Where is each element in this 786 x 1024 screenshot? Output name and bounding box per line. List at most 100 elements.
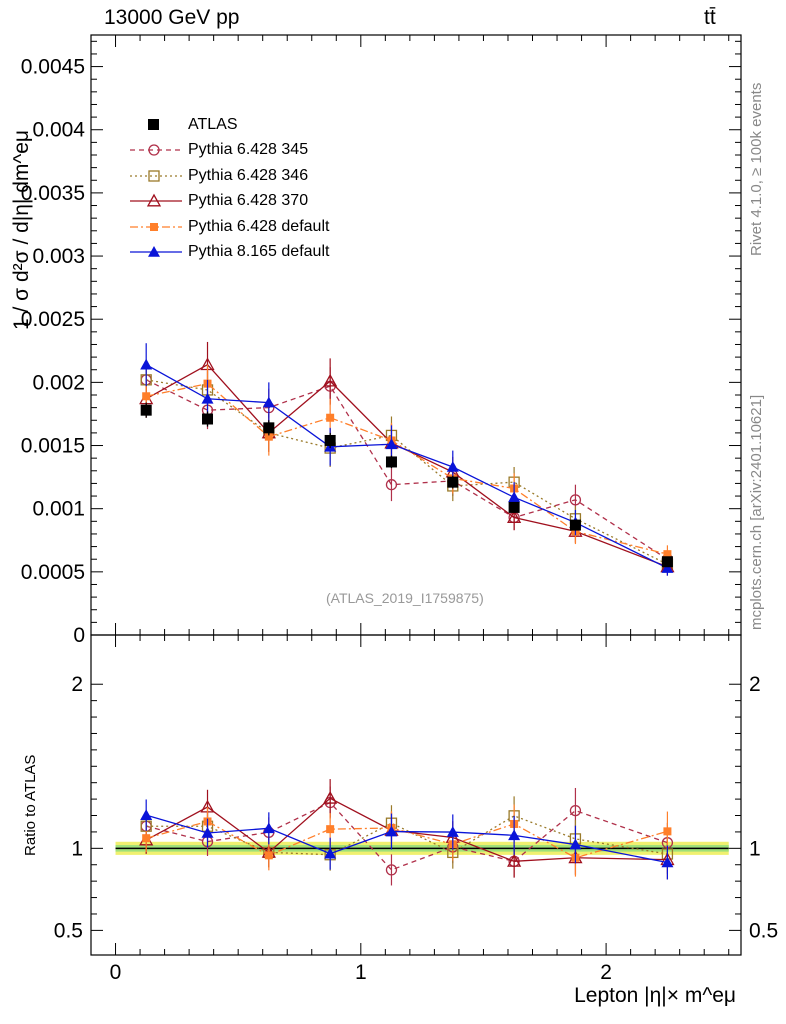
main-panel: 0 0.0005 0.001 0.0015 0.002 0.0025 0.003 0.0035…	[21, 34, 742, 647]
y-tick-label: 0.004	[32, 119, 85, 142]
series-0-ratio-point	[569, 804, 582, 817]
legend-series-2-symbol	[146, 193, 162, 207]
series-1-line	[146, 379, 668, 565]
legend-entry-series: Pythia 6.428 370	[128, 189, 329, 215]
series-2-ratio-point	[323, 790, 338, 804]
series-3-ratio-point	[663, 827, 672, 836]
atlas-point	[140, 404, 152, 416]
x-tick-label: 2	[600, 961, 612, 984]
atlas-point	[263, 422, 275, 434]
series-3-point	[326, 413, 335, 422]
ratio-tick-label: 2	[749, 673, 761, 696]
series-4-point	[201, 392, 214, 404]
legend-series-2-marker	[130, 193, 182, 207]
atlas-point	[661, 556, 673, 568]
ratio-tick-label: 0.5	[54, 919, 83, 942]
series-3-ratio-point	[142, 834, 151, 843]
legend-label: Pythia 6.428 default	[188, 217, 330, 235]
series-4-line	[145, 364, 668, 569]
legend-atlas-marker	[148, 118, 159, 130]
legend-label: Pythia 6.428 346	[188, 166, 309, 184]
x-tick-label: 1	[355, 961, 367, 984]
series-0-point	[569, 494, 582, 506]
y-tick-label: 0.002	[32, 371, 85, 394]
legend-series-4-symbol	[148, 246, 160, 258]
series-1-ratio-line	[146, 815, 668, 856]
legend-label: ATLAS	[188, 115, 238, 133]
series-4-ratio-point	[385, 825, 398, 837]
series-4-point	[262, 396, 275, 408]
series-3-point	[142, 392, 151, 401]
series-3-ratio-point	[264, 851, 273, 860]
ratio-tick-label: 2	[71, 673, 83, 696]
series-4-ratio-point	[661, 856, 674, 868]
process-label: tt̄	[704, 6, 716, 29]
legend-entry-series: Pythia 6.428 default	[128, 214, 329, 240]
ratio-tick-label: 0.5	[749, 919, 778, 942]
ratio-panel: 0 1 2 0.5 0.5 1 1 2 2	[54, 634, 778, 984]
atlas-point	[202, 413, 214, 425]
x-axis-label: Lepton |η|× m^eμ	[574, 984, 736, 1007]
series-3-ratio-point	[326, 825, 335, 834]
legend-series-0-symbol	[148, 144, 160, 156]
series-0-ratio-point	[385, 864, 398, 876]
series-3-point	[663, 550, 672, 559]
atlas-point	[324, 434, 336, 446]
atlas-point	[508, 501, 520, 513]
series-4-ratio-point	[569, 838, 582, 850]
y-tick-label: 0.003	[32, 245, 85, 268]
series-4-point	[140, 358, 153, 370]
atlas-point	[569, 519, 581, 531]
legend-series-3-symbol	[150, 222, 158, 231]
series-0-ratio-line	[146, 801, 668, 871]
series-4-point	[661, 562, 674, 573]
legend-entry-atlas: ATLAS	[128, 112, 329, 138]
ratio-frame	[90, 634, 742, 956]
y-tick-label: 0	[73, 624, 85, 647]
series-2-ratio-point	[507, 853, 522, 867]
y-tick-label: 0.0005	[21, 561, 85, 584]
y-tick-label: 0.0015	[21, 435, 85, 458]
y-tick-label: 0.0025	[21, 308, 85, 331]
x-tick-label: 0	[110, 961, 122, 984]
energy-label: 13000 GeV pp	[104, 6, 240, 29]
ratio-tick-label: 1	[71, 837, 83, 860]
legend-series-1-symbol	[148, 170, 160, 182]
series-2-point	[507, 510, 522, 523]
analysis-id-label: (ATLAS_2019_I1759875)	[326, 590, 484, 606]
legend-label: Pythia 8.165 default	[188, 243, 330, 261]
y-tick-label: 0.0045	[21, 56, 85, 79]
series-2-point	[323, 373, 338, 387]
legend-series-3-marker	[130, 222, 182, 231]
series-0-point	[385, 479, 398, 491]
series-4-point	[508, 491, 521, 503]
atlas-point	[447, 476, 459, 488]
series-4-ratio-point	[446, 826, 459, 837]
y-axis-label: 1 / σ d²σ / d|η| dm^eμ	[10, 129, 33, 330]
series-3-point	[264, 432, 273, 441]
series-4-ratio-point	[262, 822, 275, 834]
rivet-version-label: Rivet 4.1.0, ≥ 100k events	[748, 82, 765, 256]
series-4-ratio-point	[508, 829, 521, 841]
legend-entry-series: Pythia 8.165 default	[128, 240, 329, 266]
legend-label: Pythia 6.428 370	[188, 192, 309, 210]
mcplots-label: mcplots.cern.ch [arXiv:2401.10621]	[748, 394, 765, 630]
y-tick-label: 0.0035	[21, 182, 85, 205]
series-0-line	[145, 379, 668, 560]
atlas-point	[385, 456, 397, 468]
series-4-point	[446, 461, 459, 472]
series-4-point	[385, 438, 398, 450]
legend-series-4-marker	[130, 246, 182, 258]
series-2-line	[145, 363, 668, 568]
series-4-ratio-point	[324, 847, 337, 859]
ratio-axis-label: Ratio to ATLAS	[22, 754, 39, 856]
series-4-ratio-point	[140, 809, 153, 820]
series-4-ratio-point	[201, 826, 214, 838]
series-4-ratio-line	[146, 814, 668, 864]
legend-entry-series: Pythia 6.428 345	[128, 138, 329, 164]
legend-series-0-marker	[130, 144, 182, 156]
ratio-tick-label: 1	[749, 837, 761, 860]
legend-entry-series: Pythia 6.428 346	[128, 163, 329, 189]
y-tick-label: 0.001	[32, 498, 85, 521]
